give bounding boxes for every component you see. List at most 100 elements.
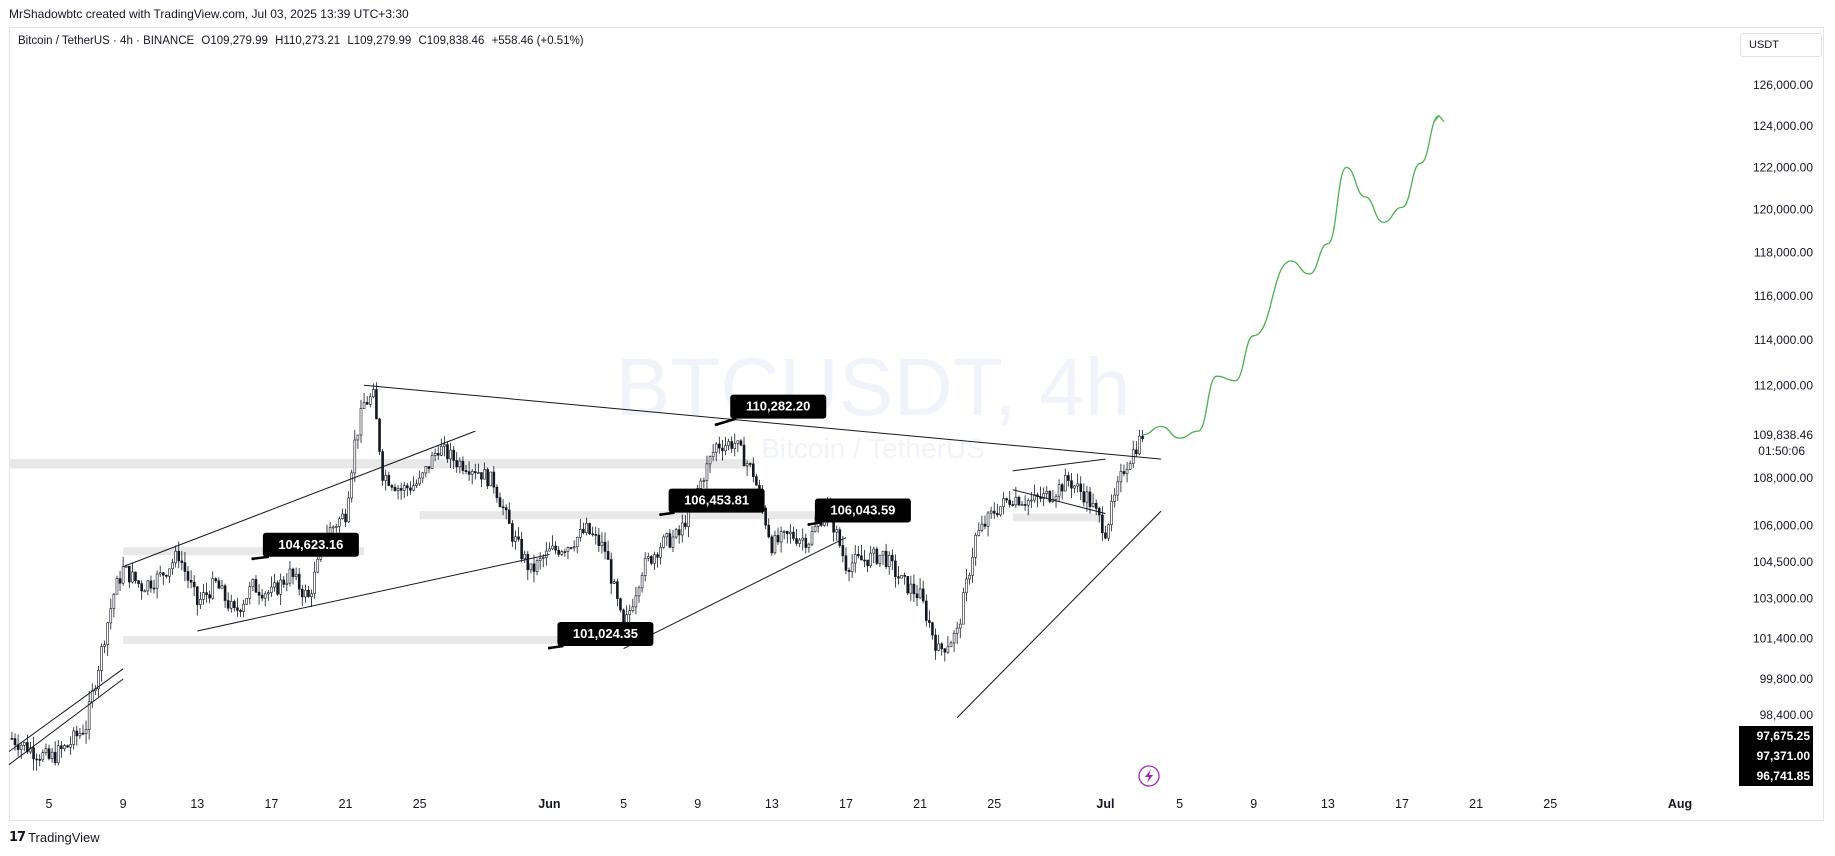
candle-body: [634, 595, 638, 608]
candle: [575, 536, 579, 554]
candle: [10, 731, 14, 740]
candle: [128, 566, 131, 588]
candle-body: [1060, 484, 1064, 492]
candle: [152, 579, 156, 594]
x-tick-label: 9: [1250, 797, 1257, 811]
x-tick-label: 9: [120, 797, 127, 811]
candle: [903, 572, 906, 585]
candle: [359, 399, 363, 443]
trendline: [623, 537, 847, 650]
price-label-text: 106,043.59: [830, 502, 895, 517]
candle: [297, 568, 301, 596]
candle: [538, 552, 542, 570]
price-label-box: [814, 498, 911, 523]
candle: [1008, 491, 1011, 508]
price-label-text: 106,453.81: [684, 493, 749, 508]
candle: [541, 554, 545, 568]
candle-body: [56, 745, 60, 764]
candle: [427, 466, 431, 474]
candle: [745, 460, 749, 476]
candle: [702, 477, 706, 488]
x-tick-label: Aug: [1668, 797, 1692, 811]
candle: [121, 556, 125, 586]
candle: [1023, 495, 1027, 511]
candle: [44, 743, 48, 756]
candle-body: [1141, 435, 1144, 440]
lightning-icon[interactable]: [1138, 765, 1160, 787]
candle-body: [770, 536, 774, 554]
candle-body: [387, 475, 391, 486]
candle-body: [341, 513, 344, 520]
candle-body: [591, 533, 594, 536]
projection-path: [1142, 115, 1440, 439]
candle-body: [344, 513, 347, 523]
candle-body: [100, 646, 103, 671]
y-tick-label: 108,000.00: [1753, 471, 1813, 485]
candle: [245, 597, 248, 605]
candle: [616, 578, 619, 607]
candle-body: [47, 748, 51, 759]
candle: [1045, 486, 1049, 499]
candle: [115, 575, 119, 595]
y-tick-label: 104,500.00: [1753, 555, 1813, 569]
candle-body: [267, 592, 270, 595]
candle-body: [393, 487, 397, 491]
currency-button[interactable]: USDT: [1740, 33, 1822, 57]
candle-body: [1107, 524, 1110, 539]
y-tick-label: 98,400.00: [1760, 708, 1814, 722]
candle: [999, 506, 1002, 517]
candle: [1020, 501, 1024, 506]
candle-body: [1067, 475, 1070, 481]
y-tick-label: 124,000.00: [1753, 119, 1813, 133]
candle: [789, 524, 792, 544]
candle: [532, 554, 536, 583]
candle: [721, 439, 724, 461]
last-price-label: 109,838.46: [1753, 428, 1813, 442]
candle: [421, 471, 425, 483]
candle-body: [554, 545, 557, 551]
candle-body: [418, 477, 421, 485]
tradingview-logo[interactable]: 𝟭𝟳 TradingView: [9, 829, 100, 845]
candle-body: [334, 526, 338, 528]
candle-body: [965, 578, 968, 594]
candle-body: [399, 488, 403, 491]
price-label-box: [262, 532, 359, 557]
price-label-anchor: [714, 423, 718, 427]
price-label: 106,453.81: [659, 488, 765, 517]
candle: [492, 466, 496, 494]
candle: [869, 546, 872, 568]
candle-body: [733, 442, 737, 449]
x-tick-label: 17: [1395, 797, 1409, 811]
candle: [517, 527, 520, 542]
symbol-name[interactable]: Bitcoin / TetherUS · 4h · BINANCE: [18, 35, 195, 47]
candle: [684, 515, 687, 530]
candle: [279, 573, 282, 605]
candle-body: [347, 497, 350, 523]
candle: [1091, 493, 1095, 508]
tradingview-logo-icon: 𝟭𝟳: [9, 829, 26, 844]
candle: [288, 561, 292, 587]
candle-body: [458, 460, 462, 468]
candle: [449, 442, 452, 469]
candle-body: [903, 575, 906, 577]
candle: [637, 585, 641, 603]
candle-body: [1116, 481, 1120, 496]
candle-body: [897, 576, 900, 579]
candle-body: [406, 485, 409, 489]
y-tick-label: 114,000.00: [1754, 333, 1813, 347]
candle: [229, 594, 233, 613]
candle-body: [619, 598, 622, 611]
candle: [782, 530, 786, 540]
candle: [199, 592, 202, 609]
candle-body: [1073, 485, 1076, 489]
candle: [619, 597, 622, 613]
candle: [480, 472, 483, 488]
candle-body: [288, 568, 292, 584]
candle: [406, 482, 409, 497]
candle: [1116, 476, 1120, 501]
candle: [53, 741, 57, 766]
candle-body: [35, 758, 38, 761]
candle-body: [118, 578, 122, 584]
candle: [1085, 486, 1089, 512]
